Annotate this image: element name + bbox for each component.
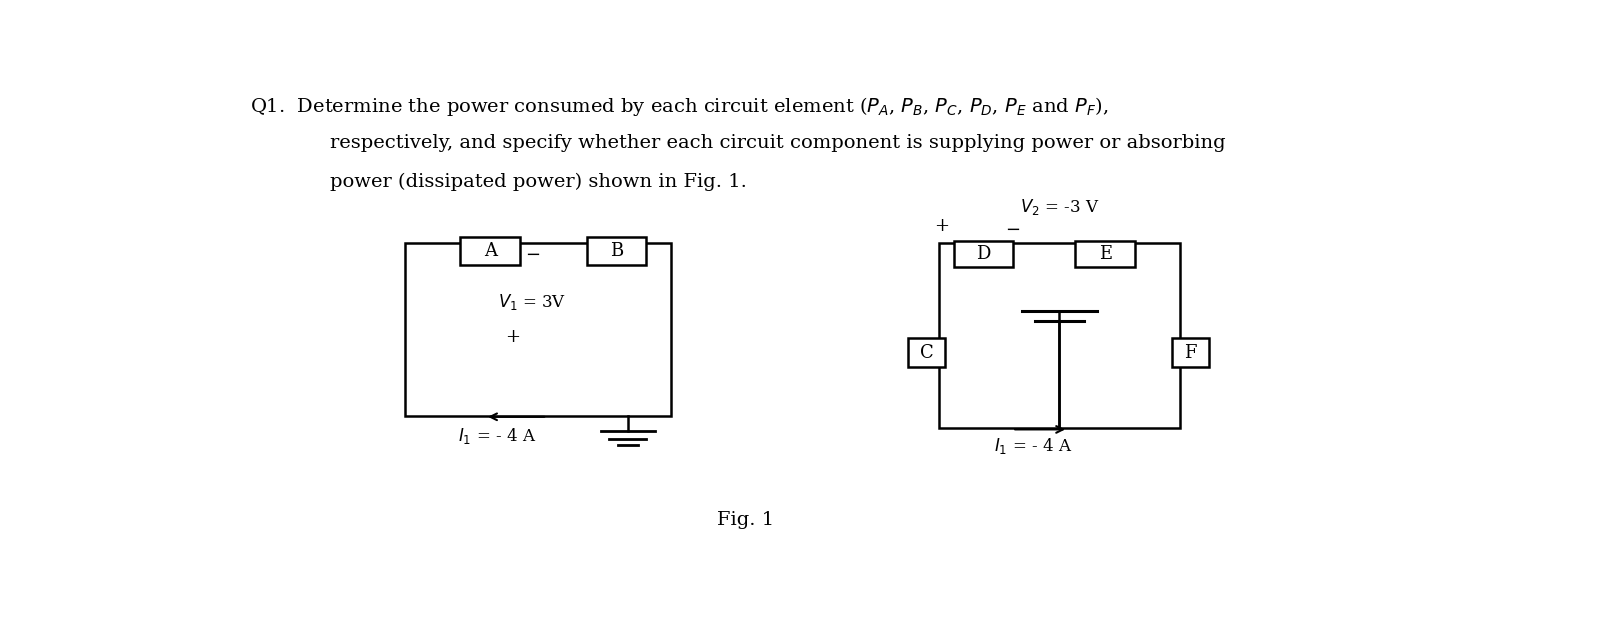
Text: −: − bbox=[525, 245, 539, 264]
FancyBboxPatch shape bbox=[954, 240, 1013, 268]
FancyBboxPatch shape bbox=[1075, 240, 1134, 268]
FancyBboxPatch shape bbox=[587, 237, 646, 265]
Text: $I_1$ = - 4 A: $I_1$ = - 4 A bbox=[458, 426, 536, 446]
Bar bbox=[405, 244, 672, 416]
Text: power (dissipated power) shown in Fig. 1.: power (dissipated power) shown in Fig. 1… bbox=[330, 173, 747, 191]
Text: −: − bbox=[1005, 221, 1019, 239]
Text: E: E bbox=[1099, 245, 1112, 263]
Text: $V_2$ = -3 V: $V_2$ = -3 V bbox=[1019, 197, 1099, 217]
Text: F: F bbox=[1184, 344, 1197, 362]
Text: B: B bbox=[610, 242, 624, 259]
FancyBboxPatch shape bbox=[1173, 338, 1210, 367]
Text: $I_1$ = - 4 A: $I_1$ = - 4 A bbox=[994, 436, 1072, 456]
Text: $V_1$ = 3V: $V_1$ = 3V bbox=[498, 292, 566, 312]
Text: A: A bbox=[483, 242, 496, 259]
FancyBboxPatch shape bbox=[461, 237, 520, 265]
Text: C: C bbox=[920, 344, 933, 362]
Text: +: + bbox=[934, 217, 949, 235]
Text: D: D bbox=[976, 245, 990, 263]
FancyBboxPatch shape bbox=[909, 338, 946, 367]
Text: Q1.  Determine the power consumed by each circuit element ($\mathit{P}_A$, $\mat: Q1. Determine the power consumed by each… bbox=[250, 95, 1107, 118]
Text: Fig. 1: Fig. 1 bbox=[717, 511, 774, 529]
Bar bbox=[939, 244, 1179, 428]
Text: +: + bbox=[506, 328, 520, 346]
Text: respectively, and specify whether each circuit component is supplying power or a: respectively, and specify whether each c… bbox=[330, 134, 1226, 152]
